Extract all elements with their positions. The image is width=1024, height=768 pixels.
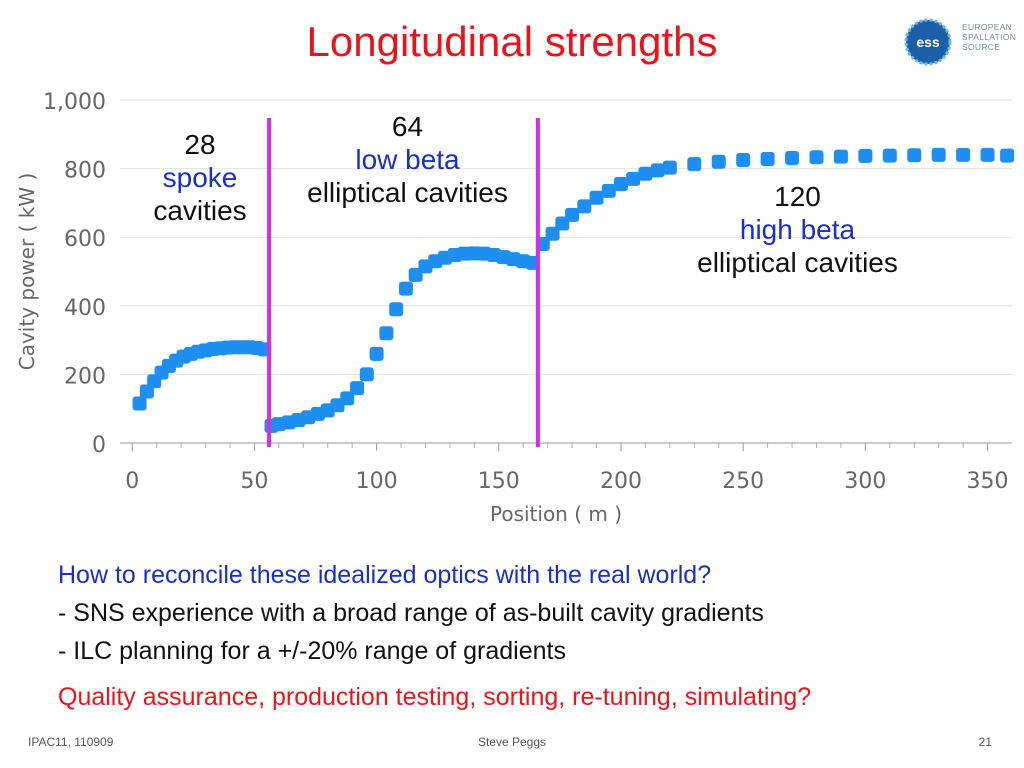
qa-line: Quality assurance, production testing, s… xyxy=(58,683,812,711)
high-beta-annotation: 120 high beta elliptical cavities xyxy=(660,180,935,279)
cavity-power-chart: 0 200 400 600 800 1,000 0 50 100 150 200 250 300 350 P… xyxy=(15,90,1015,526)
data-point xyxy=(736,153,751,168)
data-point xyxy=(931,147,946,162)
x-axis-title: Position ( m ) xyxy=(490,502,622,526)
low-beta-annotation: 64 low beta elliptical cavities xyxy=(270,110,545,209)
x-tick-label: 250 xyxy=(722,469,764,494)
spoke-annotation: 28 spoke cavities xyxy=(120,128,280,227)
data-point xyxy=(882,148,897,163)
data-point xyxy=(389,302,404,317)
data-point xyxy=(398,281,413,296)
y-tick-label: 600 xyxy=(64,227,106,252)
logo-text-line: EUROPEAN xyxy=(962,22,1013,32)
x-tick-label: 100 xyxy=(356,469,398,494)
low-beta-count: 64 xyxy=(391,111,424,142)
logo-text-line: SOURCE xyxy=(962,42,1001,52)
slide-title: Longitudinal strengths xyxy=(306,18,718,65)
ess-logo: ess EUROPEAN SPALLATION SOURCE xyxy=(902,16,1016,72)
data-point xyxy=(833,149,848,164)
data-point xyxy=(359,367,374,382)
data-point xyxy=(662,160,677,175)
footer-author: Steve Peggs xyxy=(477,735,547,749)
data-point xyxy=(626,171,641,186)
logo-text: EUROPEAN SPALLATION SOURCE xyxy=(962,22,1016,52)
data-point xyxy=(809,150,824,165)
question-line: How to reconcile these idealized optics … xyxy=(58,561,712,589)
x-tick-label: 0 xyxy=(125,469,139,494)
logo-mark: ess xyxy=(916,34,940,50)
data-point xyxy=(589,190,604,205)
x-tick-label: 50 xyxy=(240,469,268,494)
ess-logo-icon: ess xyxy=(904,18,952,66)
x-tick-label: 300 xyxy=(844,469,886,494)
data-point xyxy=(1000,148,1015,163)
data-point xyxy=(565,207,580,222)
spoke-type: spoke xyxy=(162,162,238,193)
y-tick-label: 0 xyxy=(92,433,106,458)
data-point xyxy=(638,166,653,181)
data-point xyxy=(132,396,147,411)
y-tick-label: 800 xyxy=(64,159,106,184)
bullet-item: - SNS experience with a broad range of a… xyxy=(58,599,764,627)
y-tick-label: 200 xyxy=(64,364,106,389)
data-point xyxy=(785,150,800,165)
x-tick-label: 200 xyxy=(600,469,642,494)
high-beta-type: high beta xyxy=(739,214,856,245)
data-point xyxy=(350,381,365,396)
data-point xyxy=(613,177,628,192)
high-beta-suffix: elliptical cavities xyxy=(697,247,898,278)
x-tick-label: 150 xyxy=(478,469,520,494)
data-point xyxy=(601,183,616,198)
data-point xyxy=(650,163,665,178)
y-tick-label: 400 xyxy=(64,296,106,321)
data-point xyxy=(577,199,592,214)
y-tick-label: 1,000 xyxy=(43,90,106,115)
data-point xyxy=(711,154,726,169)
spoke-count: 28 xyxy=(184,129,216,160)
data-point xyxy=(858,148,873,163)
data-point xyxy=(545,226,560,241)
data-point xyxy=(687,157,702,172)
data-point xyxy=(907,148,922,163)
high-beta-count: 120 xyxy=(774,181,821,212)
data-point xyxy=(760,151,775,166)
x-tick-label: 350 xyxy=(967,469,1009,494)
data-point xyxy=(980,147,995,162)
bullet-item: - ILC planning for a +/-20% range of gra… xyxy=(58,637,566,665)
data-point xyxy=(956,147,971,162)
logo-text-line: SPALLATION xyxy=(962,32,1017,42)
data-point xyxy=(369,346,384,361)
low-beta-suffix: elliptical cavities xyxy=(307,177,508,208)
y-axis-title: Cavity power ( kW ) xyxy=(15,173,39,371)
spoke-suffix: cavities xyxy=(153,195,247,226)
data-point xyxy=(379,326,394,341)
footer-page-number: 21 xyxy=(978,735,992,749)
low-beta-type: low beta xyxy=(355,144,460,175)
data-point xyxy=(340,391,355,406)
footer-conference: IPAC11, 110909 xyxy=(28,735,114,749)
discussion-text: How to reconcile these idealized optics … xyxy=(58,556,998,670)
